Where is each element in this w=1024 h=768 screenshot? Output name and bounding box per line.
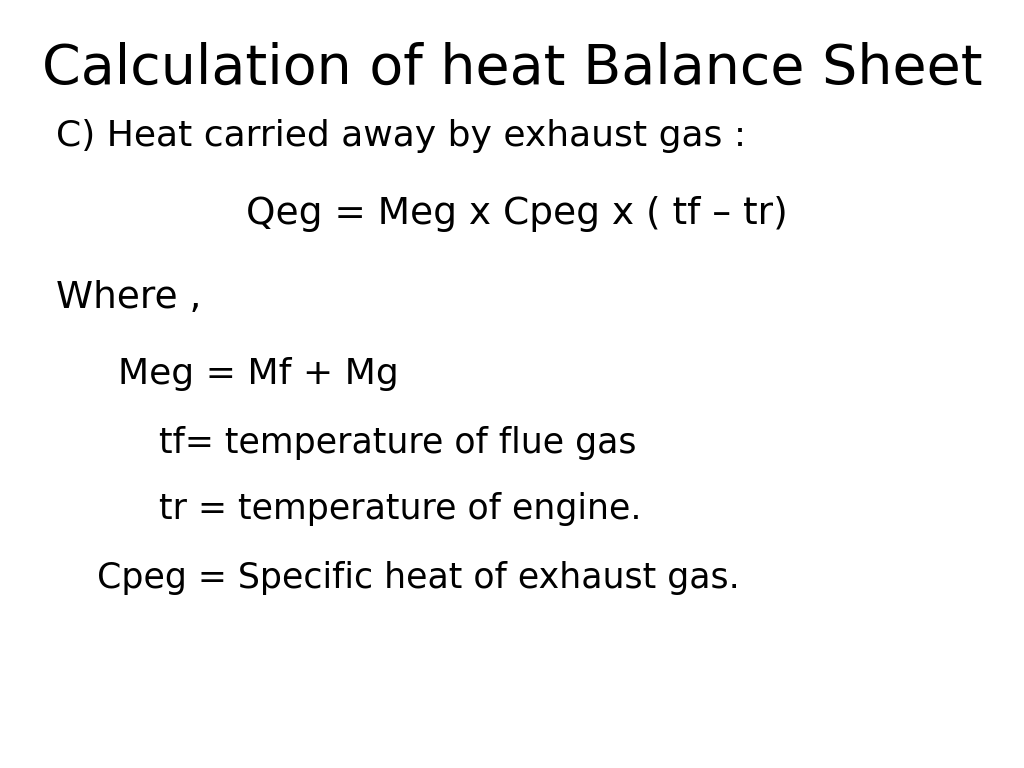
Text: Qeg = Meg x Cpeg x ( tf – tr): Qeg = Meg x Cpeg x ( tf – tr) (246, 196, 787, 232)
Text: tf= temperature of flue gas: tf= temperature of flue gas (159, 426, 636, 460)
Text: Where ,: Where , (56, 280, 202, 316)
Text: Cpeg = Specific heat of exhaust gas.: Cpeg = Specific heat of exhaust gas. (97, 561, 740, 594)
Text: C) Heat carried away by exhaust gas :: C) Heat carried away by exhaust gas : (56, 119, 746, 153)
Text: tr = temperature of engine.: tr = temperature of engine. (159, 492, 641, 525)
Text: Calculation of heat Balance Sheet: Calculation of heat Balance Sheet (42, 42, 982, 96)
Text: Meg = Mf + Mg: Meg = Mf + Mg (118, 357, 398, 391)
